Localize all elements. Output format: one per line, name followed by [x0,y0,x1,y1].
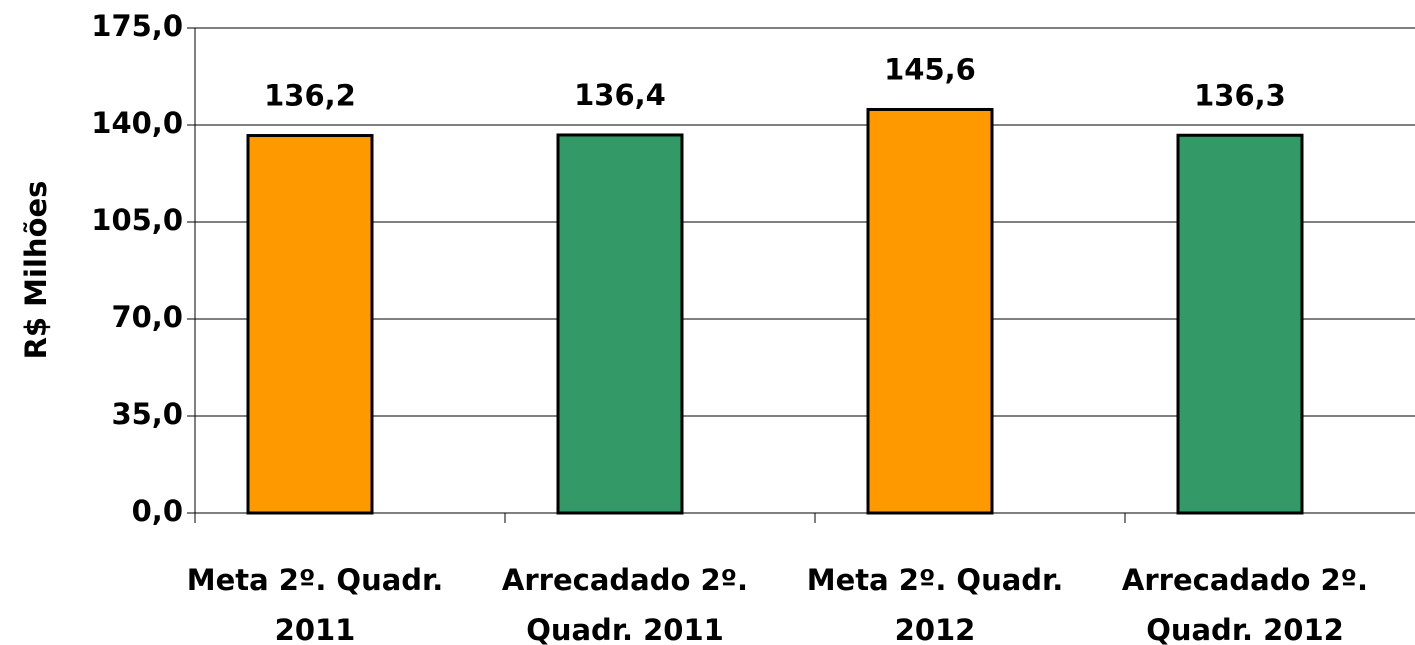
y-tick-label: 140,0 [91,106,183,140]
value-label: 136,2 [264,79,356,113]
y-axis-label: R$ Milhões [19,181,53,360]
y-tick-label: 0,0 [132,494,183,528]
x-tick-label: Arrecadado 2º. Quadr. 2011 [502,563,748,645]
y-tick-label: 70,0 [111,300,183,334]
bar [866,107,994,515]
y-tick-label: 175,0 [91,9,183,43]
bar [556,133,684,515]
value-label: 145,6 [884,52,976,86]
y-tick-label: 105,0 [91,203,183,237]
x-tick-label: Meta 2º. Quadr. 2012 [807,563,1064,645]
value-label: 136,4 [574,78,666,112]
bar [246,134,374,515]
y-tick-label: 35,0 [111,397,183,431]
x-tick-label: Meta 2º. Quadr. 2011 [187,563,444,645]
value-label: 136,3 [1194,78,1286,112]
bar [1176,133,1304,515]
x-tick-label: Arrecadado 2º. Quadr. 2012 [1122,563,1368,645]
